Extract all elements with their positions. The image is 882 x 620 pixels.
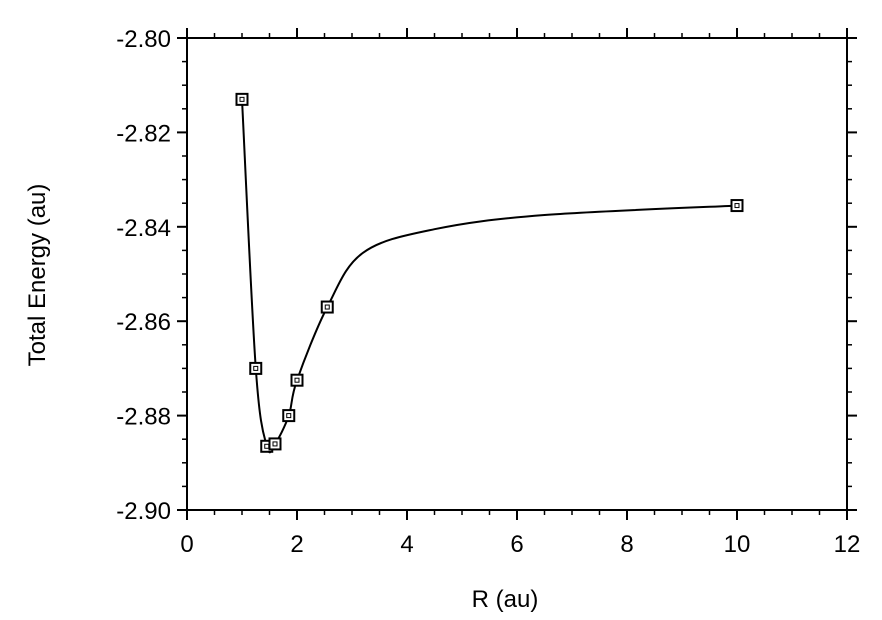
x-tick-label: 6 xyxy=(510,531,523,558)
data-point-marker xyxy=(290,373,304,387)
x-axis-label: R (au) xyxy=(472,586,539,613)
y-tick-label: -2.84 xyxy=(116,215,171,242)
x-tick-label: 2 xyxy=(290,531,303,558)
data-point-marker-inner xyxy=(239,96,245,102)
data-point-marker-inner xyxy=(286,413,292,419)
y-tick-label: -2.82 xyxy=(116,120,171,147)
data-point-marker xyxy=(268,437,282,451)
data-point-marker-inner xyxy=(324,304,330,310)
y-tick-label: -2.88 xyxy=(116,404,171,431)
fit-curve xyxy=(241,99,738,454)
axes xyxy=(186,37,848,511)
data-point-marker xyxy=(235,92,249,106)
x-tick-label: 4 xyxy=(400,531,413,558)
y-tick-labels: -2.90 -2.88 -2.86 -2.84 -2.82 -2.80 xyxy=(116,26,171,525)
data-point-marker-inner xyxy=(734,203,740,209)
y-tick-label: -2.86 xyxy=(116,309,171,336)
y-tick-label: -2.80 xyxy=(116,26,171,53)
data-point-marker-inner xyxy=(253,365,259,371)
y-tick-label: -2.90 xyxy=(116,498,171,525)
x-tick-label: 8 xyxy=(620,531,633,558)
x-tick-labels: 0 2 4 6 8 10 12 xyxy=(180,531,860,558)
data-point-marker-inner xyxy=(294,377,300,383)
x-tick-label: 0 xyxy=(180,531,193,558)
data-point-marker-inner xyxy=(272,441,278,447)
data-point-marker xyxy=(282,409,296,423)
data-point-marker xyxy=(320,300,334,314)
ticks xyxy=(177,28,857,520)
data-points xyxy=(235,92,744,453)
data-point-marker xyxy=(249,361,263,375)
data-point-marker xyxy=(730,199,744,213)
y-axis-label: Total Energy (au) xyxy=(24,184,51,367)
x-tick-label: 10 xyxy=(724,531,751,558)
x-tick-label: 12 xyxy=(834,531,861,558)
